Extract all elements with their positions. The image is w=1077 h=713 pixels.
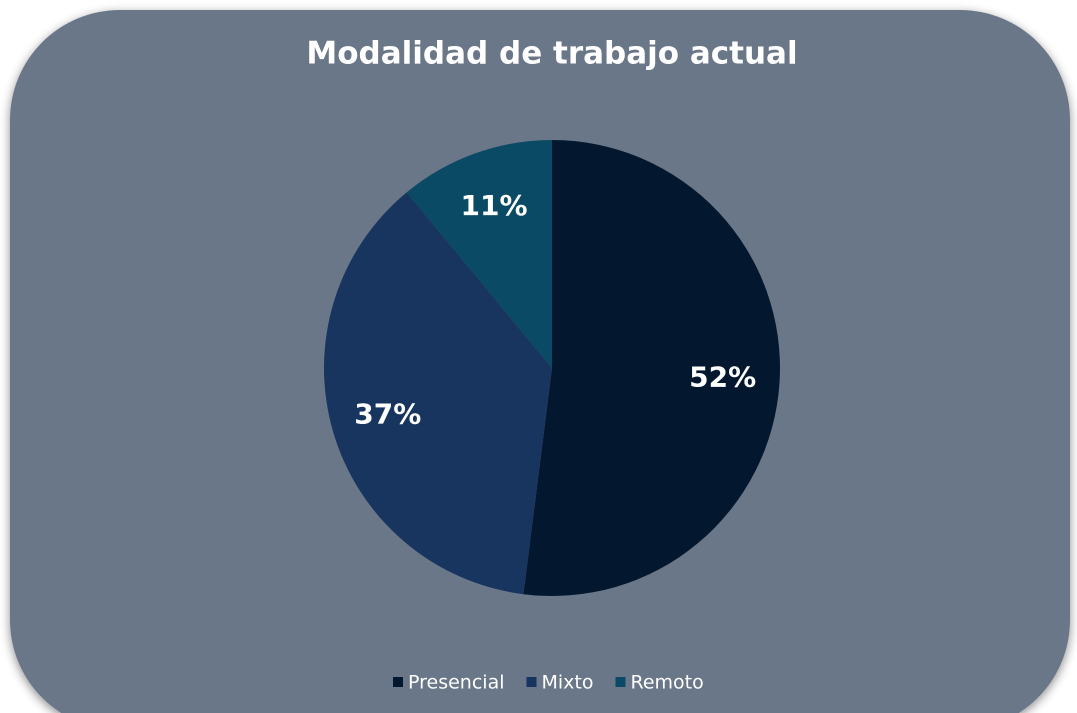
pie: 52% 37% 11% xyxy=(323,140,780,596)
legend-label: Remoto xyxy=(630,672,703,694)
legend-label: Presencial xyxy=(408,672,504,694)
pie-slice xyxy=(523,140,780,596)
pie-slice xyxy=(406,140,552,368)
legend-label: Mixto xyxy=(541,672,593,694)
data-label: 37% xyxy=(354,398,421,431)
legend-swatch xyxy=(526,677,537,687)
chart-title: Modalidad de trabajo actual xyxy=(306,36,797,72)
data-label: 11% xyxy=(461,189,528,222)
data-label: 52% xyxy=(689,361,756,394)
legend-swatch xyxy=(615,677,626,687)
legend-swatch xyxy=(393,677,403,687)
pie-slice xyxy=(323,192,552,595)
legend: Presencial Mixto Remoto xyxy=(393,672,704,694)
